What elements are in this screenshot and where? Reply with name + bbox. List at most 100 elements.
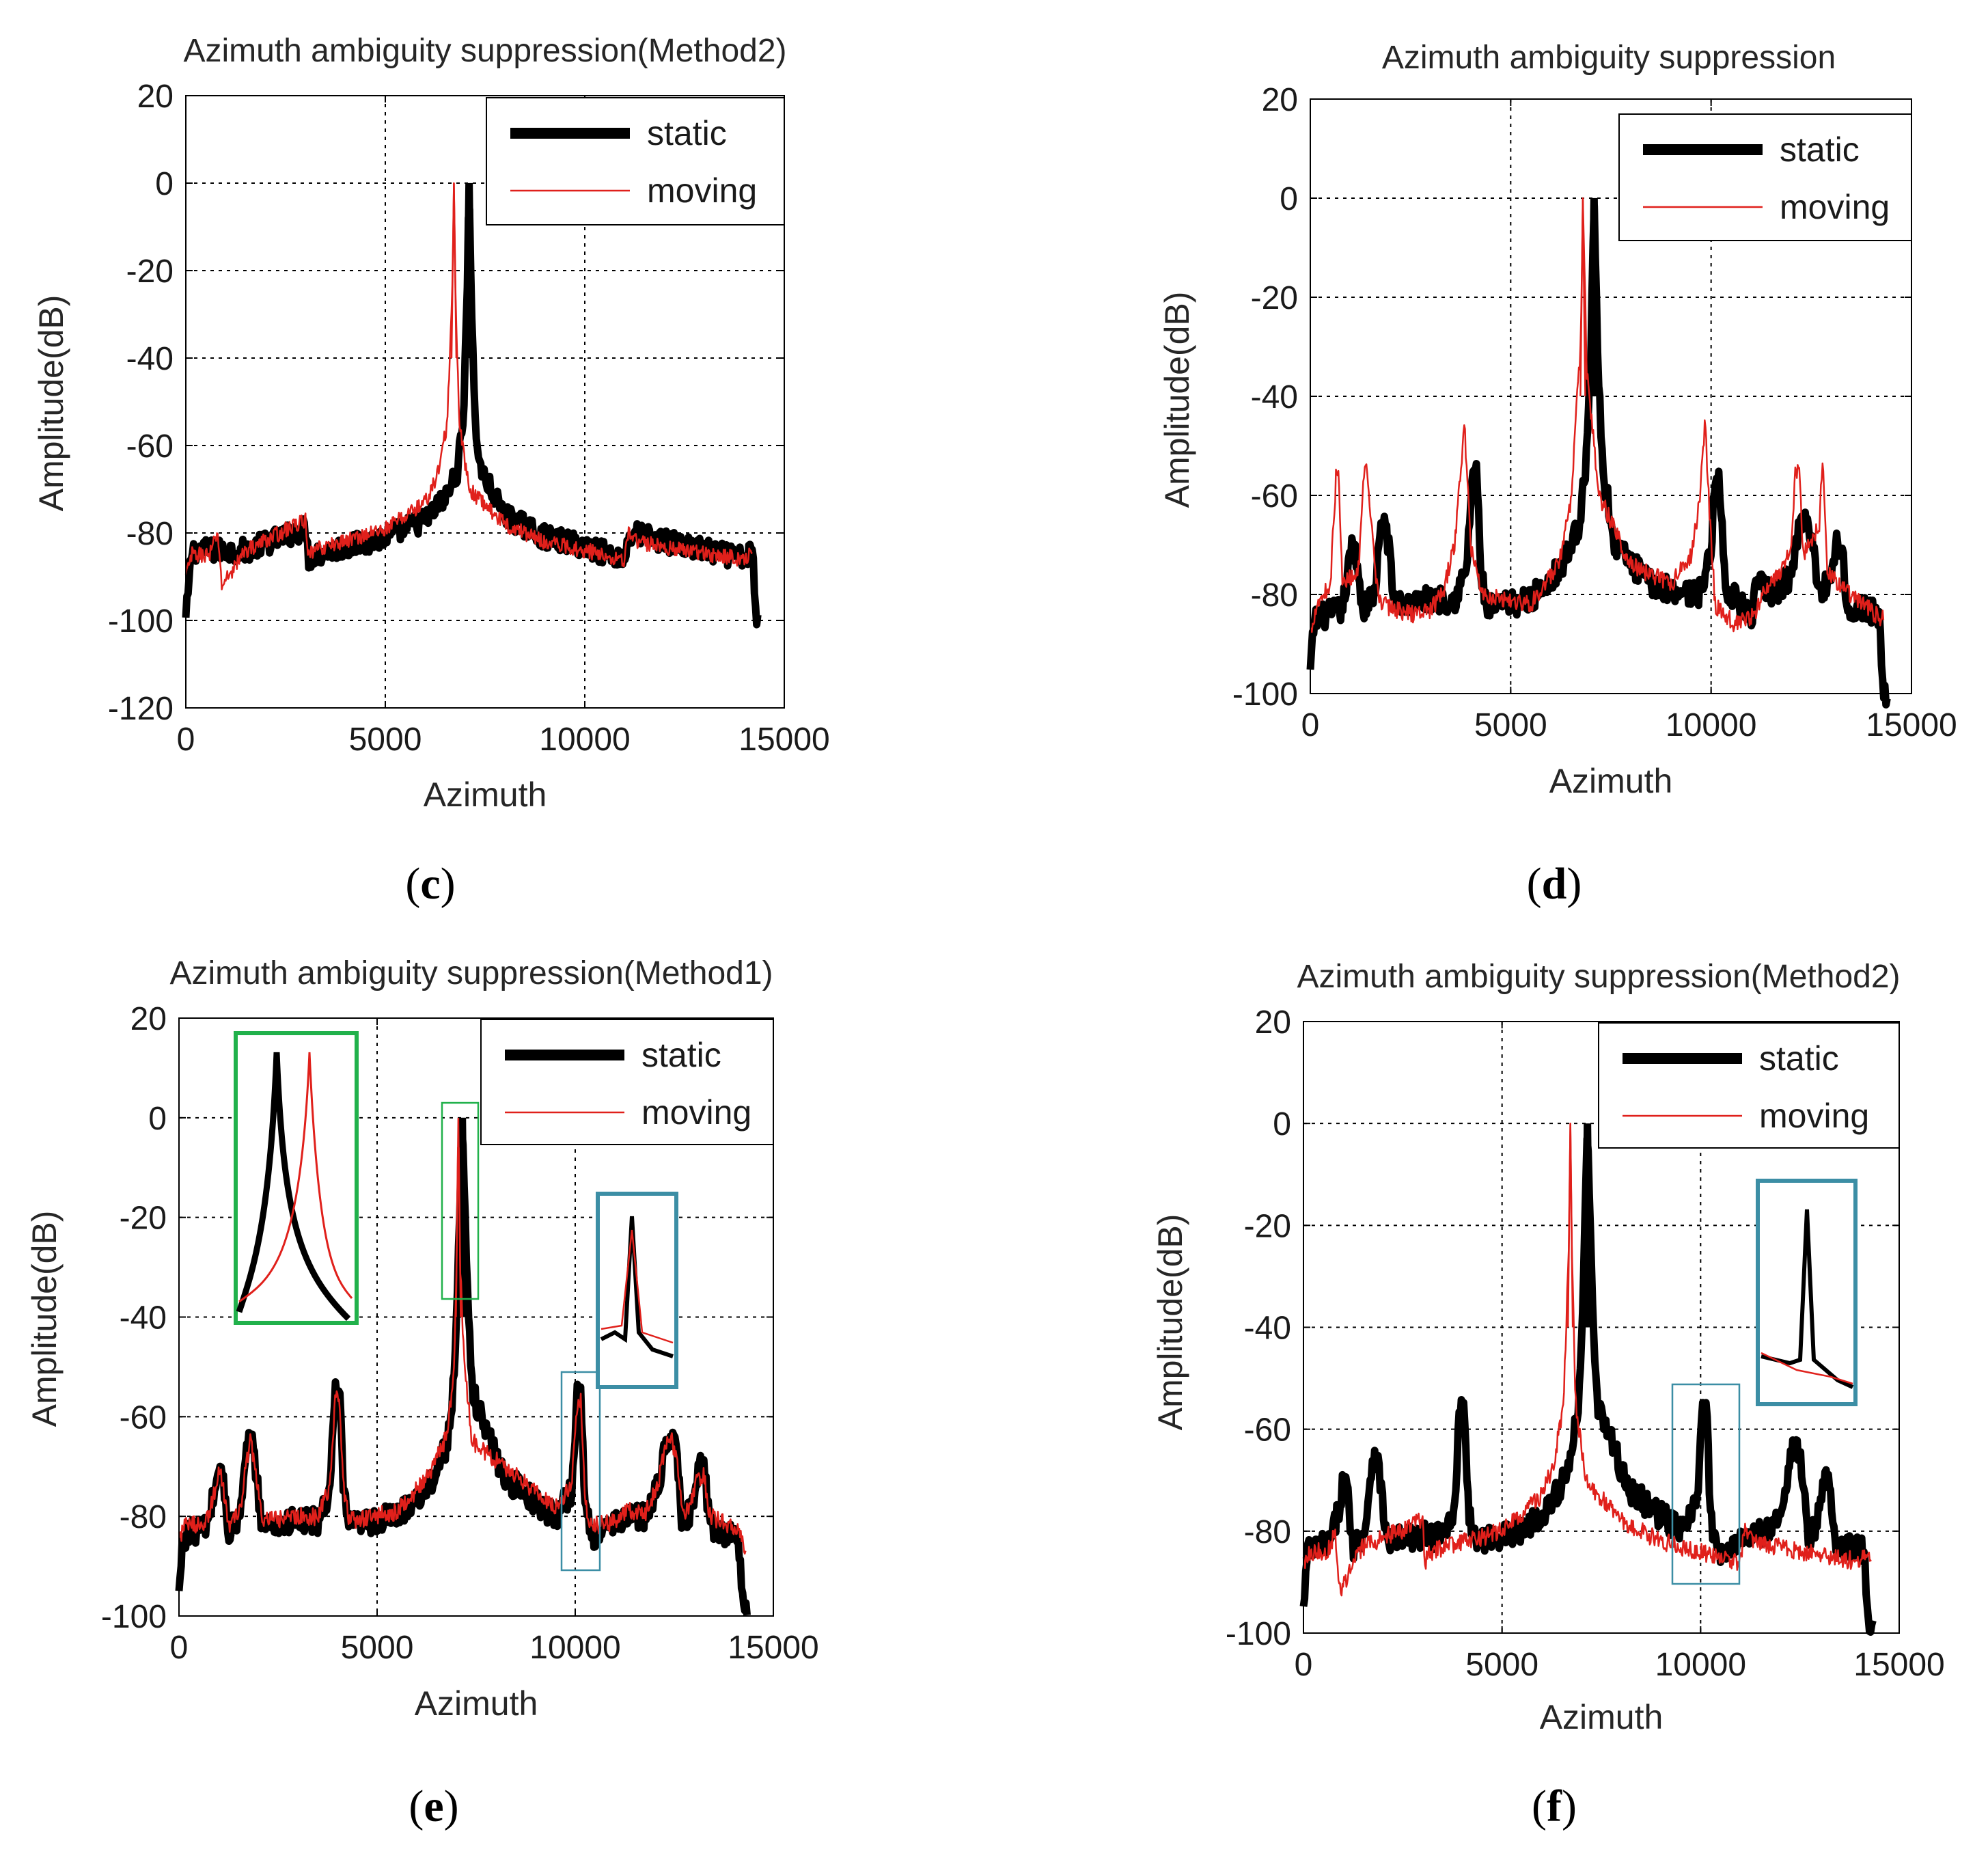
y-tick-label: -40 <box>1244 1311 1291 1347</box>
y-tick-label: -60 <box>120 1399 167 1436</box>
panel-caption: (f) <box>1532 1781 1577 1831</box>
x-tick-label: 5000 <box>1465 1647 1538 1683</box>
y-tick-label: -60 <box>1244 1412 1291 1449</box>
y-tick-label: -120 <box>108 691 174 727</box>
series-line-moving <box>1309 197 1885 633</box>
y-tick-label: -20 <box>120 1201 167 1237</box>
legend: static moving <box>486 97 785 225</box>
legend-label-moving: moving <box>647 172 757 210</box>
inset-static-trace <box>236 1052 351 1321</box>
y-tick-label: -40 <box>126 341 174 377</box>
y-tick-label: 0 <box>1280 181 1298 217</box>
y-tick-label: 20 <box>1262 82 1298 118</box>
y-axis-label: Amplitude(dB) <box>25 1211 64 1427</box>
panel-caption-letter: c <box>420 859 440 909</box>
axes-frame <box>185 95 785 709</box>
legend-label-moving: moving <box>1780 188 1890 226</box>
inset-marker-green <box>441 1101 480 1300</box>
y-tick-label: -80 <box>1251 577 1298 614</box>
panel-caption: (c) <box>405 859 455 909</box>
legend-label-moving: moving <box>641 1093 751 1132</box>
legend-label-static: static <box>647 114 727 152</box>
chart-title: Azimuth ambiguity suppression(Method2) <box>183 33 786 69</box>
x-axis-label: Azimuth <box>415 1684 538 1723</box>
legend: static moving <box>1618 113 1912 241</box>
y-tick-label: -80 <box>1244 1514 1291 1550</box>
y-tick-label: -20 <box>1244 1208 1291 1244</box>
series-peak-static <box>1588 197 1601 397</box>
legend-box <box>1598 1022 1900 1149</box>
x-tick-label: 5000 <box>1474 707 1547 743</box>
series-peak-static <box>1581 1123 1594 1328</box>
y-tick-label: -100 <box>1232 676 1298 713</box>
legend: static moving <box>480 1019 774 1145</box>
y-tick-label: -80 <box>126 516 174 552</box>
y-tick-label: 0 <box>155 166 174 202</box>
y-tick-label: -40 <box>1251 379 1298 415</box>
y-axis-label: Amplitude(dB) <box>1158 292 1196 508</box>
chart-title: Azimuth ambiguity suppression(Method2) <box>1297 959 1900 995</box>
series-peak-static <box>463 182 475 359</box>
panel-caption-letter: d <box>1542 859 1567 909</box>
panel-caption: (e) <box>409 1781 458 1831</box>
y-tick-label: -80 <box>120 1499 167 1535</box>
chart-title: Azimuth ambiguity suppression <box>1382 40 1836 76</box>
axes-frame <box>1310 98 1912 694</box>
y-tick-label: -100 <box>101 1599 167 1635</box>
x-tick-label: 0 <box>170 1630 189 1666</box>
inset-static-trace-teal <box>1761 1209 1854 1389</box>
x-axis-label: Azimuth <box>424 776 547 814</box>
y-tick-label: 20 <box>137 79 174 115</box>
y-tick-label: 0 <box>148 1101 167 1137</box>
y-tick-label: 0 <box>1273 1106 1291 1142</box>
x-tick-label: 5000 <box>349 722 422 758</box>
y-axis-label: Amplitude(dB) <box>32 295 70 512</box>
inset-moving-trace <box>238 1052 353 1303</box>
series-peak-moving <box>455 1117 462 1317</box>
y-tick-label: -20 <box>1251 280 1298 316</box>
x-tick-label: 0 <box>1301 707 1320 743</box>
series-line-moving <box>1302 1122 1872 1597</box>
series-peak-moving <box>1579 197 1586 397</box>
axes-frame <box>1303 1021 1900 1634</box>
x-tick-label: 10000 <box>539 722 630 758</box>
series-peak-moving <box>450 182 458 359</box>
chart-panel-e: 0 5000 10000 15000 -100 -80 -60 -40 -20 0 20 static… <box>25 955 819 1831</box>
y-tick-label: 20 <box>130 1001 167 1037</box>
series-line-moving <box>178 1147 747 1555</box>
legend-label-static: static <box>1759 1039 1839 1078</box>
legend-box <box>486 97 785 225</box>
x-axis-label: Azimuth <box>1540 1698 1663 1736</box>
x-tick-label: 10000 <box>529 1630 620 1666</box>
x-tick-label: 10000 <box>1655 1647 1746 1683</box>
series-line-moving <box>184 182 753 590</box>
legend-box <box>1618 113 1912 241</box>
inset-static-trace-teal <box>600 1216 674 1358</box>
x-tick-label: 0 <box>177 722 195 758</box>
panel-caption-letter: e <box>424 1781 443 1831</box>
chart-panel-d: 0 5000 10000 15000 -100 -80 -60 -40 -20 0 20 static… <box>1158 40 1957 909</box>
chart-panel-c: 0 5000 10000 15000 -120 -100 -80 -60 -40 -20 0 20 st… <box>32 33 830 909</box>
chart-title: Azimuth ambiguity suppression(Method1) <box>169 955 773 991</box>
legend-label-moving: moving <box>1759 1097 1869 1135</box>
y-tick-label: -60 <box>1251 478 1298 515</box>
y-tick-label: -100 <box>108 603 174 640</box>
inset-moving-trace-teal <box>1761 1352 1853 1385</box>
chart-panel-f: 0 5000 10000 15000 -100 -80 -60 -40 -20 0 20 static… <box>1151 959 1945 1831</box>
inset-marker-teal <box>560 1371 601 1572</box>
x-tick-label: 5000 <box>341 1630 414 1666</box>
series-peak-moving <box>1566 1123 1574 1328</box>
y-tick-label: -20 <box>126 254 174 290</box>
x-tick-label: 15000 <box>728 1630 818 1666</box>
x-tick-label: 15000 <box>1853 1647 1944 1683</box>
legend-label-static: static <box>641 1036 721 1074</box>
x-tick-label: 0 <box>1295 1647 1313 1683</box>
legend-box <box>480 1019 774 1145</box>
x-tick-label: 15000 <box>738 722 829 758</box>
inset-marker-teal <box>1671 1383 1741 1585</box>
inset-moving-trace-teal <box>600 1229 674 1344</box>
y-tick-label: -100 <box>1226 1616 1291 1652</box>
y-tick-label: -60 <box>126 428 174 465</box>
y-tick-label: -40 <box>120 1300 167 1337</box>
